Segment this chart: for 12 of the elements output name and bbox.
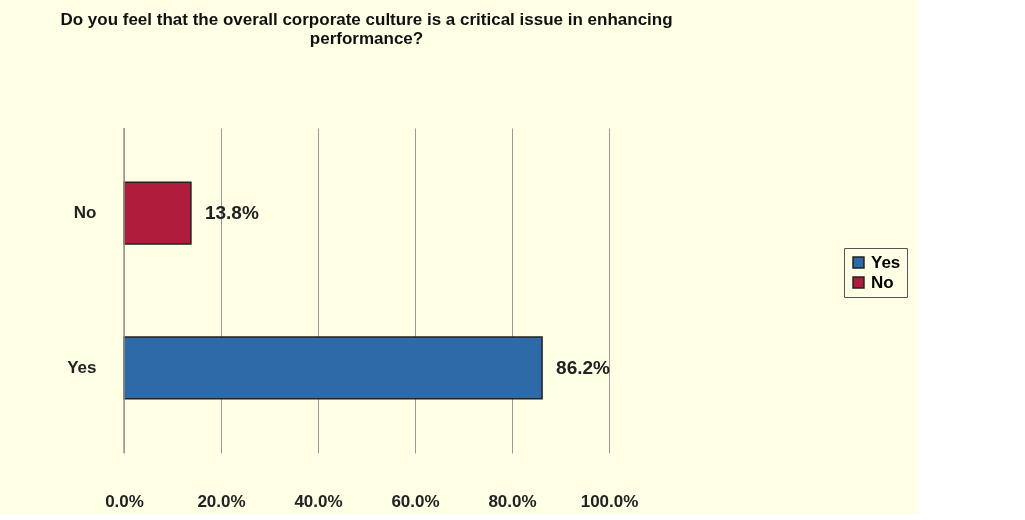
data-label: 86.2% [556, 356, 611, 378]
data-label: 13.8% [204, 202, 259, 224]
x-tick-label: 40.0% [294, 491, 343, 511]
x-tick-label: 80.0% [488, 491, 537, 511]
text: performance? [309, 28, 424, 48]
x-tick-label: 100.0% [580, 491, 639, 511]
x-tick-label: 0.0% [105, 491, 144, 511]
text: Do you feel that the overall corporate culture is a critical issue in enhancing [60, 9, 673, 29]
legend-label: No [871, 272, 894, 292]
x-tick-label: 20.0% [197, 491, 246, 511]
legend-label: Yes [871, 252, 901, 272]
x-tick-label: 60.0% [391, 491, 440, 511]
